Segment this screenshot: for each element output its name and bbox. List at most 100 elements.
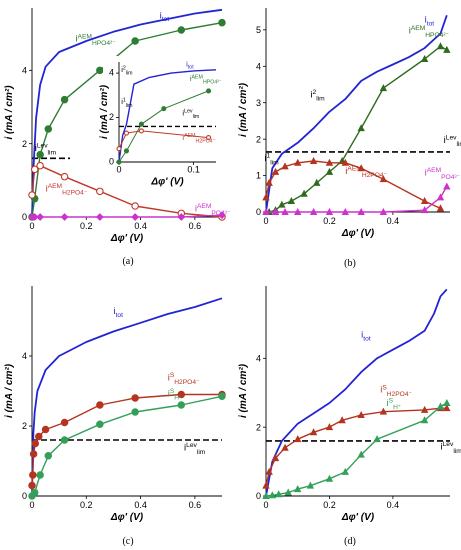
data-point xyxy=(281,207,289,215)
series-label: iAEMH2PO4⁻ xyxy=(345,165,387,179)
data-point xyxy=(325,167,334,175)
series-label: iLevlim xyxy=(35,143,57,157)
label-sup: AEM xyxy=(197,203,211,210)
series-label: i2lim xyxy=(121,65,133,77)
series-label: itot xyxy=(113,306,123,319)
x-tick-label: 0 xyxy=(263,500,268,510)
label-sub: tot xyxy=(116,312,124,319)
label-sup: AEM xyxy=(192,74,203,80)
x-axis-label: Δφ' (V) xyxy=(341,512,375,523)
label-main: i xyxy=(121,65,123,74)
series-label: iAEMHPO4²⁻ xyxy=(409,25,450,39)
label-sub: H2PO4⁻ xyxy=(362,172,388,179)
data-point xyxy=(325,207,334,215)
data-point xyxy=(420,197,429,205)
data-point xyxy=(30,213,39,221)
y-axis-label: i (mA / cm²) xyxy=(238,363,249,418)
label-sup: AEM xyxy=(427,167,441,174)
x-axis-label: Δφ' (V) xyxy=(150,177,184,188)
data-point xyxy=(96,187,104,196)
data-point xyxy=(341,158,350,166)
data-point xyxy=(274,490,283,498)
series-label: iAEMHPO4²⁻ xyxy=(75,33,116,47)
series xyxy=(262,156,445,212)
label-sub: tot xyxy=(162,16,170,23)
data-point xyxy=(268,491,277,499)
series-label: i2lim xyxy=(310,89,325,103)
label-sup: AEM xyxy=(48,183,62,190)
y-axis-label: i (mA / cm²) xyxy=(238,82,249,137)
data-point xyxy=(341,467,350,475)
y-tick-label: 0 xyxy=(109,157,114,167)
data-point xyxy=(60,172,69,181)
y-tick-label: 1 xyxy=(256,171,261,181)
label-main: i xyxy=(345,166,347,177)
y-tick-label: 2 xyxy=(109,112,114,122)
series xyxy=(265,42,451,215)
x-tick-label: 0.6 xyxy=(189,500,202,510)
data-point xyxy=(420,416,429,424)
inset-background xyxy=(103,56,220,188)
series xyxy=(262,404,451,489)
data-point xyxy=(300,189,308,197)
data-point xyxy=(436,42,445,50)
label-sup: 1 xyxy=(267,153,271,160)
y-tick-label: 4 xyxy=(256,353,261,363)
label-sub: lim xyxy=(126,71,133,77)
data-point xyxy=(325,158,334,166)
data-point xyxy=(205,135,212,141)
series-line xyxy=(32,214,223,218)
data-point xyxy=(420,206,429,214)
label-sup: S xyxy=(382,384,387,391)
label-main: i xyxy=(113,306,115,317)
label-sub: HPO4²⁻ xyxy=(425,32,449,39)
label-sub: PO4³⁻ xyxy=(441,174,460,181)
series-label: iAEMH2PO4⁻ xyxy=(182,133,215,145)
x-tick-label: 0.4 xyxy=(387,216,400,226)
series xyxy=(28,392,226,500)
label-main: i xyxy=(75,34,77,45)
series-label: itot xyxy=(160,10,170,23)
label-main: i xyxy=(310,89,312,100)
x-tick-label: 0.4 xyxy=(134,500,147,510)
label-main: i xyxy=(46,183,48,194)
y-tick-label: 0 xyxy=(256,207,261,217)
label-sub: lim xyxy=(270,159,279,166)
series xyxy=(118,69,217,163)
label-sub: HPO4²⁻ xyxy=(92,40,116,47)
x-tick-label: 0.1 xyxy=(187,165,200,175)
label-main: i xyxy=(425,15,427,26)
data-point xyxy=(44,451,53,460)
data-point xyxy=(379,84,388,92)
data-point xyxy=(379,407,388,415)
data-point xyxy=(123,130,130,136)
label-sub: lim xyxy=(48,149,57,156)
data-point xyxy=(131,213,140,221)
label-main: i xyxy=(184,443,186,454)
data-point xyxy=(131,37,139,45)
data-point xyxy=(123,148,130,154)
data-point xyxy=(44,125,53,133)
data-point xyxy=(60,213,69,221)
data-point xyxy=(177,390,186,399)
y-tick-label: 3 xyxy=(256,98,261,108)
data-point xyxy=(443,404,451,412)
x-tick-label: 0 xyxy=(29,221,34,231)
series xyxy=(31,8,223,218)
label-sub: lim xyxy=(126,103,133,109)
series xyxy=(265,15,448,213)
label-sup: Lev xyxy=(443,441,454,448)
data-point xyxy=(131,408,139,416)
label-main: i xyxy=(425,168,427,179)
data-point xyxy=(265,178,273,186)
label-main: i xyxy=(264,153,266,164)
data-point xyxy=(60,436,69,444)
series xyxy=(262,398,451,499)
label-sub: HPO4²⁻ xyxy=(203,80,222,86)
series-label: iSH2PO4⁻ xyxy=(168,372,200,386)
series-label: iLevlim xyxy=(184,442,206,456)
series xyxy=(31,297,223,497)
